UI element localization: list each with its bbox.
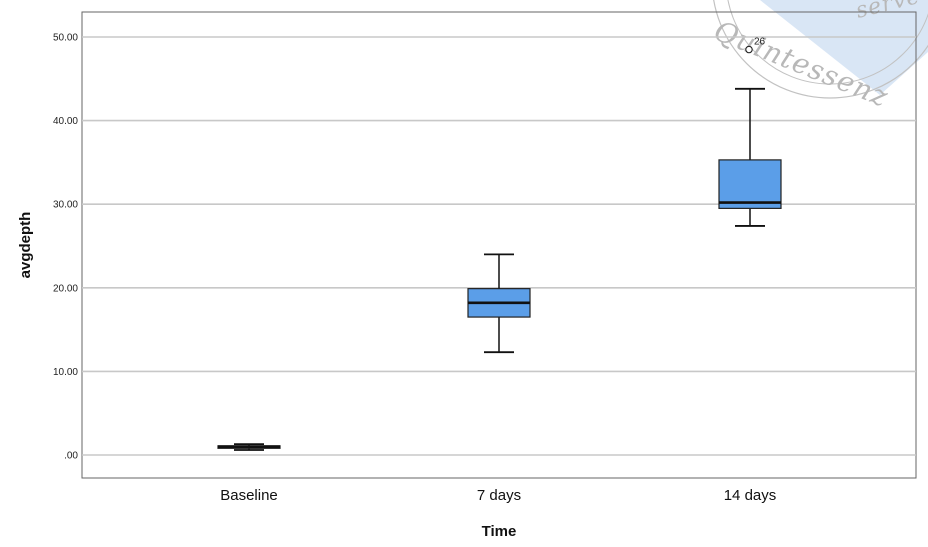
outlier-point (745, 45, 753, 54)
y-tick-label: 10.00 (53, 367, 78, 378)
y-tick-label: .00 (64, 451, 78, 462)
y-axis-tick-labels: .00 10.00 20.00 30.00 40.00 50.00 (53, 33, 78, 462)
watermark: Quintessenz serve (709, 0, 928, 114)
y-tick-label: 50.00 (53, 33, 78, 44)
box-7-days (467, 253, 531, 354)
outlier-points: 26 (745, 37, 766, 54)
y-tick-label: 20.00 (53, 283, 78, 294)
watermark-seal-ring (713, 0, 928, 99)
outlier-label: 26 (754, 37, 766, 48)
iqr-box (718, 159, 782, 209)
box-baseline (217, 443, 281, 451)
grid-lines (82, 36, 916, 456)
plot-area (81, 11, 917, 479)
x-axis-title: Time (482, 523, 517, 540)
x-category-label: 7 days (477, 487, 521, 504)
watermark-seal-ring-inner (727, 0, 928, 85)
x-axis-category-labels: Baseline 7 days 14 days (220, 487, 776, 504)
watermark-band (760, 0, 928, 95)
y-axis-title: avgdepth (17, 212, 34, 279)
y-tick-label: 30.00 (53, 200, 78, 211)
box-14-days (718, 87, 782, 227)
x-category-label: Baseline (220, 487, 278, 504)
box-series (217, 87, 782, 451)
x-category-label: 14 days (724, 487, 777, 504)
y-tick-label: 40.00 (53, 116, 78, 127)
